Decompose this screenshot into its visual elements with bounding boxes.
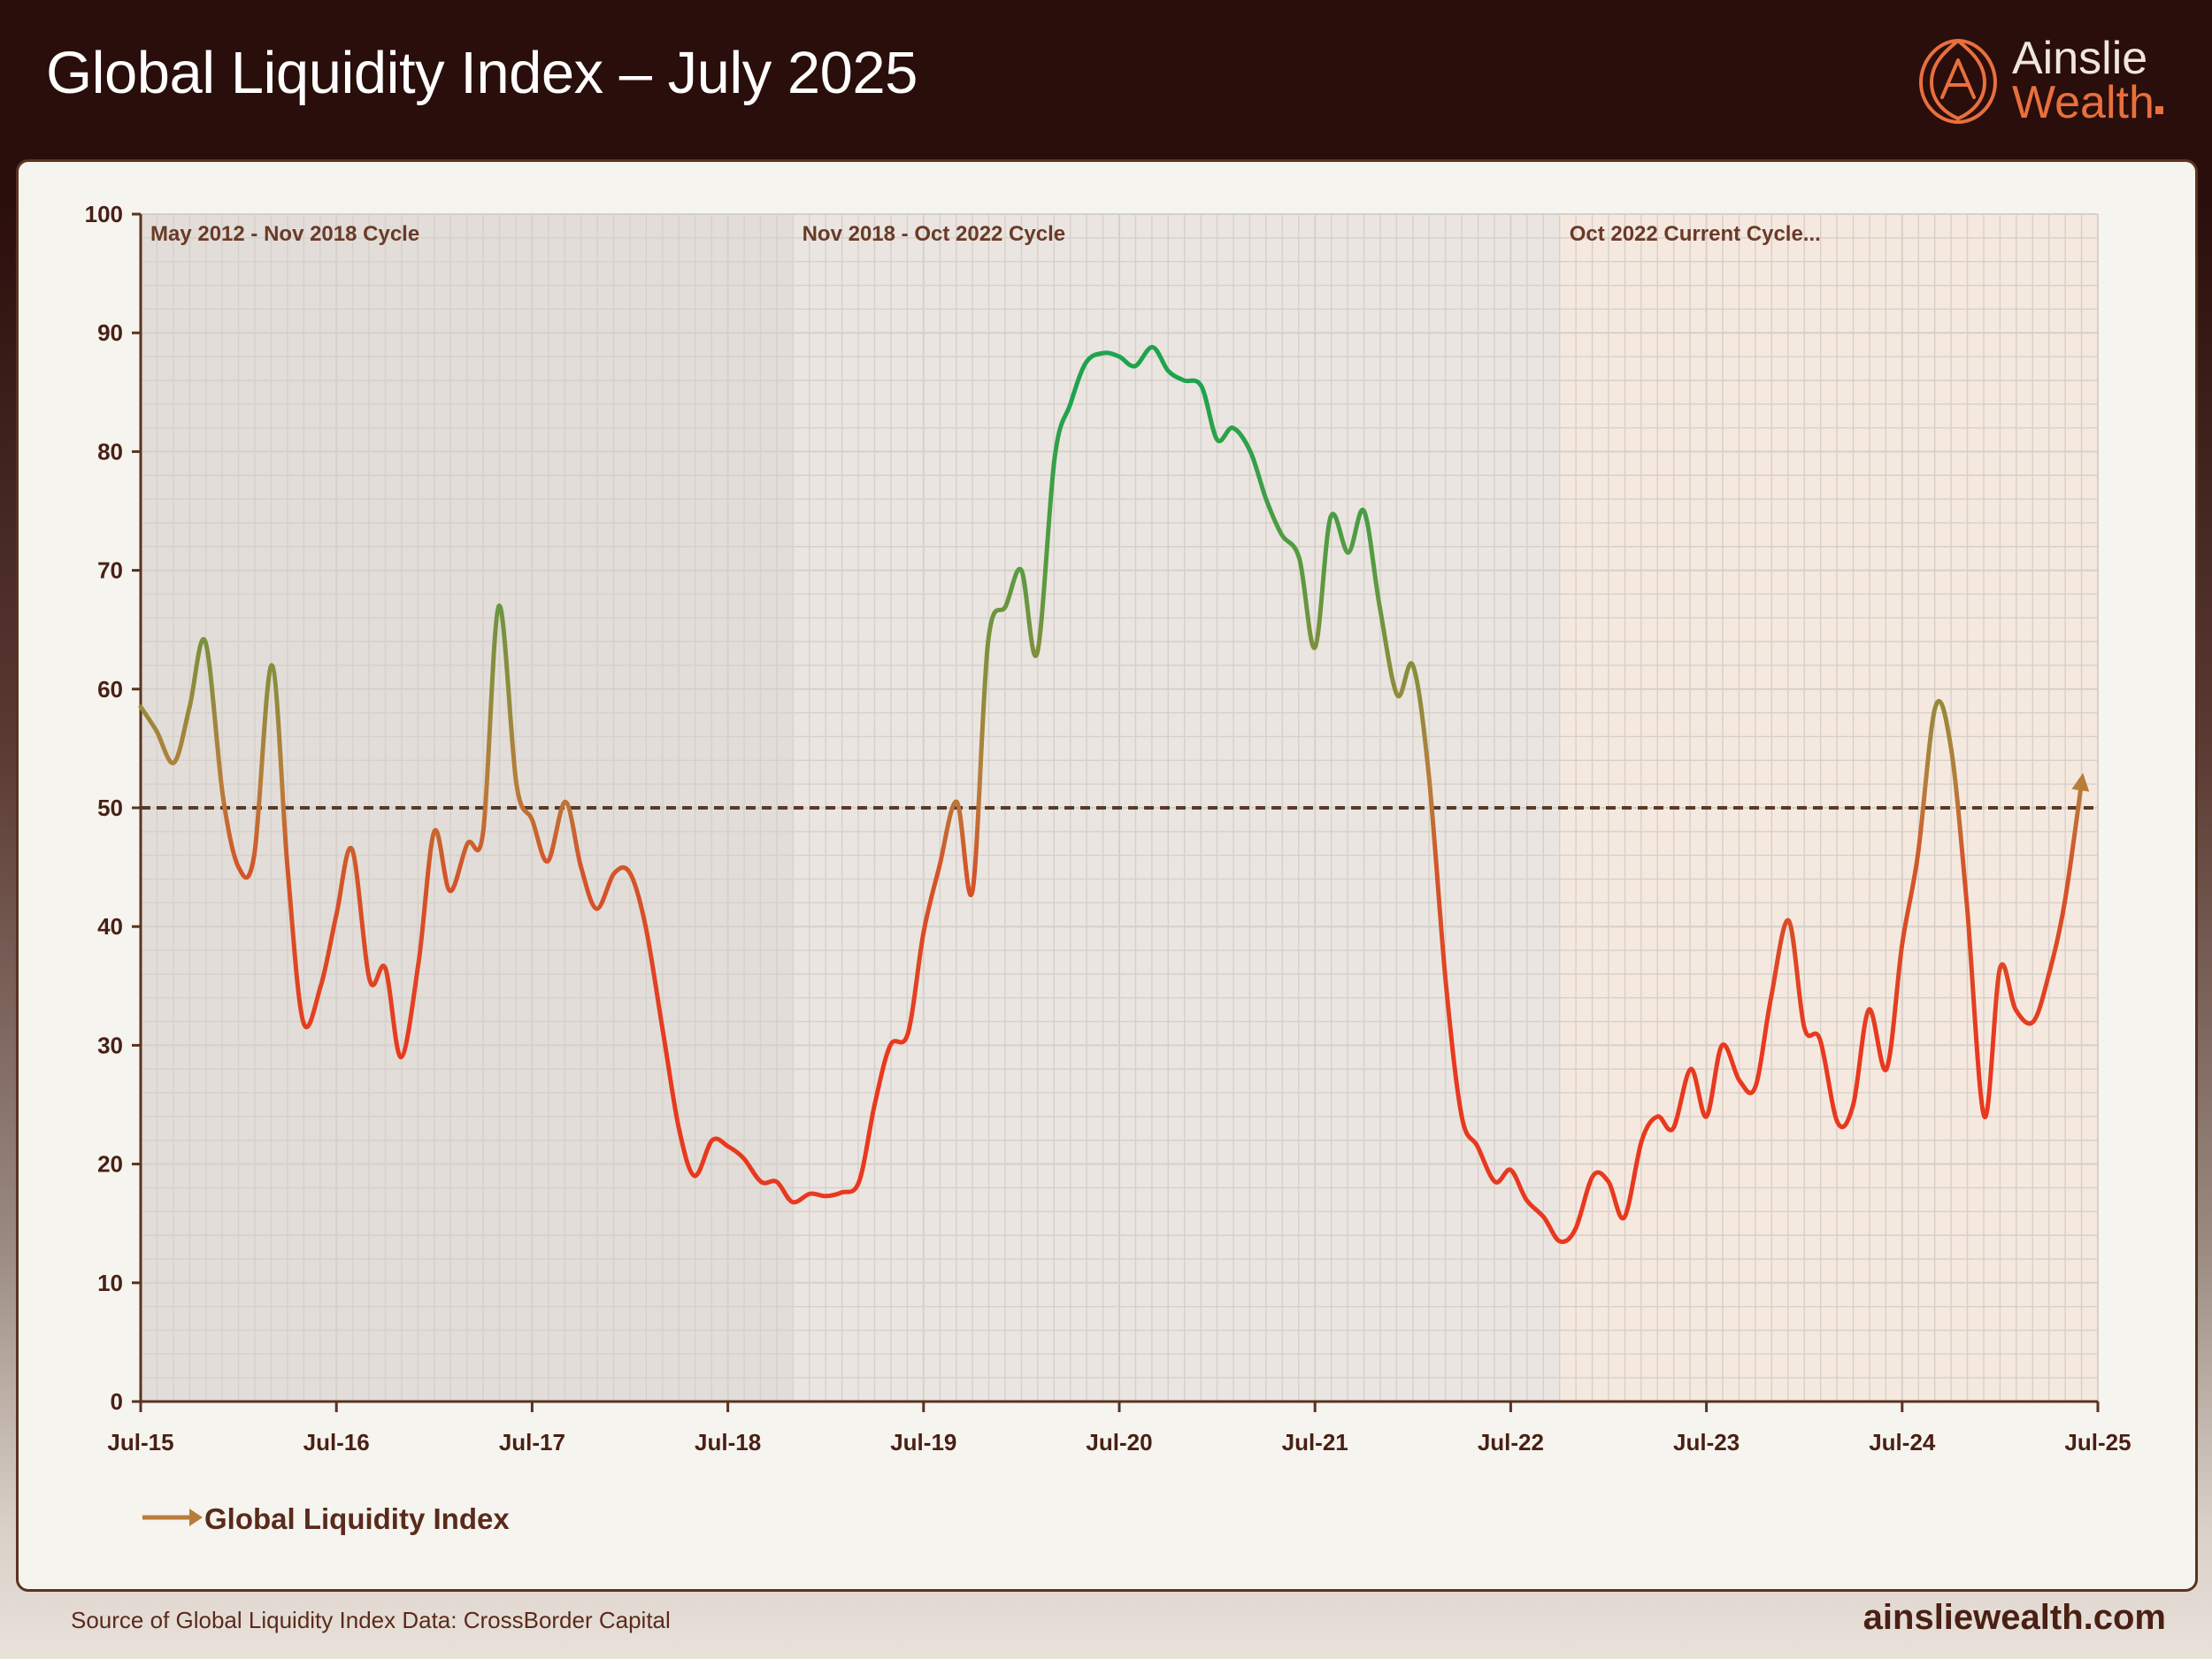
- y-tick-label: 0: [111, 1388, 123, 1415]
- cycle-label: Oct 2022 Current Cycle...: [1570, 222, 1821, 246]
- cycle-labels: May 2012 - Nov 2018 Cycle Nov 2018 - Oct …: [150, 222, 1821, 246]
- x-tick-label: Jul-25: [2064, 1429, 2131, 1455]
- x-tick-label: Jul-15: [107, 1429, 173, 1455]
- y-tick-label: 70: [97, 557, 123, 584]
- legend-arrow-icon: [189, 1509, 203, 1526]
- logo-text-wealth: Wealth: [2012, 77, 2154, 128]
- x-tick-label: Jul-21: [1282, 1429, 1348, 1455]
- chart-card: May 2012 - Nov 2018 Cycle Nov 2018 - Oct …: [16, 159, 2198, 1592]
- x-axis-ticks: Jul-15 Jul-16 Jul-17 Jul-18 Jul-19 Jul-20 Jul-…: [107, 1402, 2131, 1455]
- cycle-label: Nov 2018 - Oct 2022 Cycle: [803, 222, 1066, 246]
- page-title: Global Liquidity Index – July 2025: [46, 40, 918, 106]
- y-tick-label: 20: [97, 1151, 123, 1178]
- source-note: Source of Global Liquidity Index Data: C…: [71, 1607, 671, 1633]
- ainslie-logo-icon: [1919, 39, 1997, 124]
- x-tick-label: Jul-19: [890, 1429, 956, 1455]
- y-axis-ticks: 0 10 20 30 40 50 60 70 80 90 100: [85, 201, 141, 1415]
- website-link[interactable]: ainsliewealth.com: [1863, 1598, 2166, 1637]
- y-tick-label: 40: [97, 913, 123, 940]
- header-bar: [0, 0, 2212, 157]
- logo-text-ainslie: Ainslie: [2012, 33, 2148, 84]
- y-tick-label: 60: [97, 676, 123, 703]
- x-tick-label: Jul-20: [1086, 1429, 1152, 1455]
- y-tick-label: 50: [97, 795, 123, 821]
- logo-dot: [2155, 106, 2163, 114]
- x-tick-label: Jul-22: [1478, 1429, 1544, 1455]
- chart-svg: May 2012 - Nov 2018 Cycle Nov 2018 - Oct …: [85, 201, 2131, 1535]
- x-tick-label: Jul-18: [695, 1429, 761, 1455]
- legend-label: Global Liquidity Index: [204, 1502, 510, 1535]
- x-tick-label: Jul-17: [499, 1429, 565, 1455]
- cycle-label: May 2012 - Nov 2018 Cycle: [150, 222, 419, 246]
- y-tick-label: 10: [97, 1270, 123, 1296]
- y-tick-label: 80: [97, 438, 123, 465]
- y-tick-label: 100: [85, 201, 123, 227]
- x-tick-label: Jul-16: [303, 1429, 370, 1455]
- global-liquidity-index-line: [138, 344, 2085, 1244]
- x-tick-label: Jul-23: [1673, 1429, 1740, 1455]
- series-end-arrow-icon: [2071, 772, 2090, 792]
- y-tick-label: 90: [97, 319, 123, 346]
- x-tick-label: Jul-24: [1869, 1429, 1936, 1455]
- y-tick-label: 30: [97, 1032, 123, 1058]
- legend: Global Liquidity Index: [142, 1502, 510, 1535]
